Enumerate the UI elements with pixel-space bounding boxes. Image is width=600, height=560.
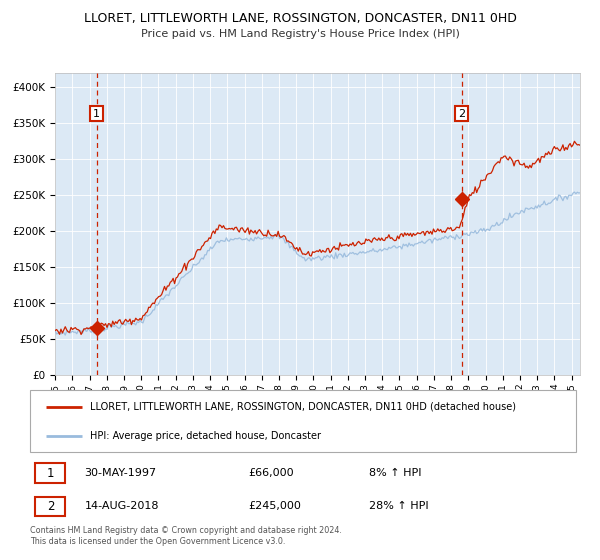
Text: 2: 2 bbox=[458, 109, 466, 119]
Text: £245,000: £245,000 bbox=[248, 501, 301, 511]
Text: £66,000: £66,000 bbox=[248, 468, 294, 478]
Text: 28% ↑ HPI: 28% ↑ HPI bbox=[368, 501, 428, 511]
Text: 14-AUG-2018: 14-AUG-2018 bbox=[85, 501, 159, 511]
Text: 8% ↑ HPI: 8% ↑ HPI bbox=[368, 468, 421, 478]
Text: Price paid vs. HM Land Registry's House Price Index (HPI): Price paid vs. HM Land Registry's House … bbox=[140, 29, 460, 39]
Text: 2: 2 bbox=[47, 500, 54, 513]
Text: HPI: Average price, detached house, Doncaster: HPI: Average price, detached house, Donc… bbox=[90, 431, 321, 441]
Text: LLORET, LITTLEWORTH LANE, ROSSINGTON, DONCASTER, DN11 0HD (detached house): LLORET, LITTLEWORTH LANE, ROSSINGTON, DO… bbox=[90, 402, 516, 412]
Text: 1: 1 bbox=[93, 109, 100, 119]
Text: 30-MAY-1997: 30-MAY-1997 bbox=[85, 468, 157, 478]
FancyBboxPatch shape bbox=[35, 464, 65, 483]
Text: LLORET, LITTLEWORTH LANE, ROSSINGTON, DONCASTER, DN11 0HD: LLORET, LITTLEWORTH LANE, ROSSINGTON, DO… bbox=[83, 12, 517, 25]
Text: Contains HM Land Registry data © Crown copyright and database right 2024.
This d: Contains HM Land Registry data © Crown c… bbox=[30, 526, 342, 546]
FancyBboxPatch shape bbox=[35, 497, 65, 516]
Text: 1: 1 bbox=[47, 467, 54, 480]
FancyBboxPatch shape bbox=[30, 390, 576, 452]
